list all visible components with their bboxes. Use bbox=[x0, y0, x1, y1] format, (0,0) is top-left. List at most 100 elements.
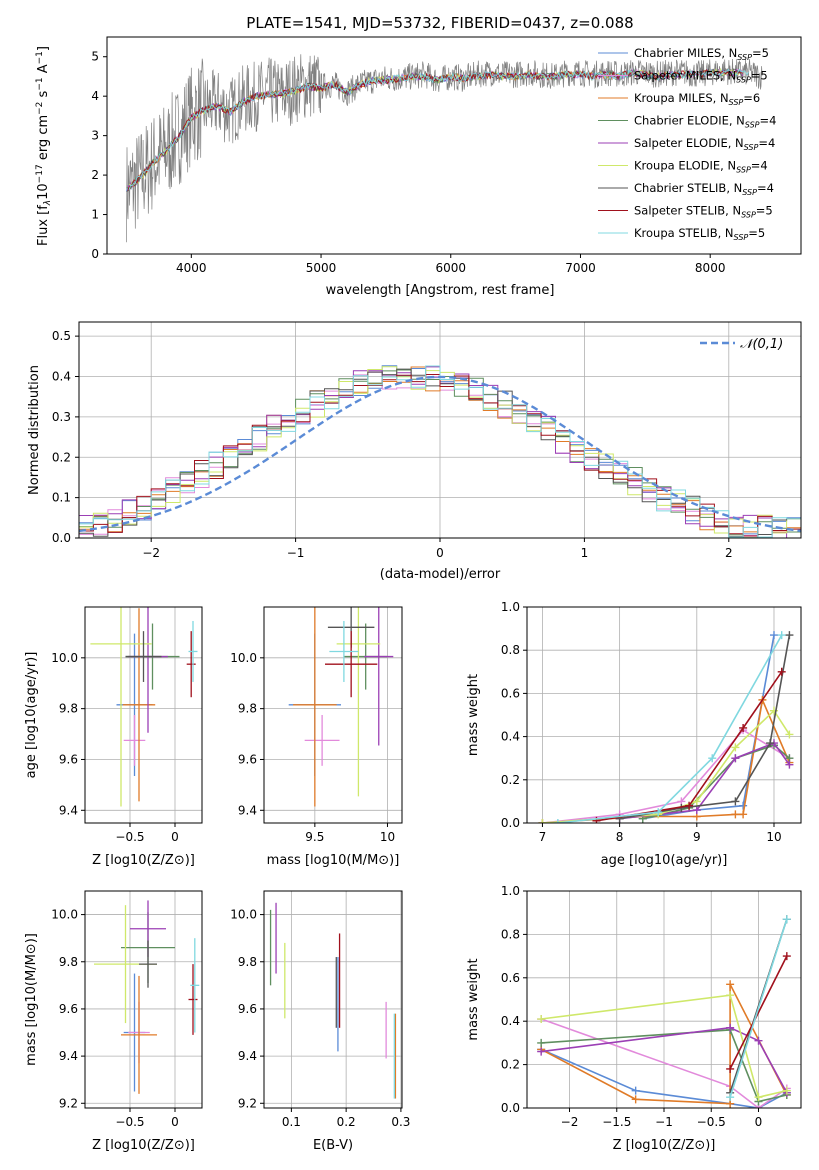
weight-marker bbox=[726, 1064, 735, 1073]
xtick-label: 10 bbox=[766, 830, 781, 844]
spectrum-ytick-label: 3 bbox=[91, 129, 99, 143]
xtick-label: 9 bbox=[693, 830, 701, 844]
xtick-label: −2 bbox=[561, 1115, 579, 1129]
ytick-label: 10.0 bbox=[51, 908, 78, 922]
residual-xtick-label: −2 bbox=[142, 546, 160, 560]
residual-xtick-label: −1 bbox=[287, 546, 305, 560]
weight-marker bbox=[754, 1036, 763, 1045]
weight-marker bbox=[731, 810, 740, 819]
spectrum-frame bbox=[106, 36, 802, 255]
weight-line bbox=[541, 1029, 787, 1103]
panel-frame bbox=[526, 890, 802, 1109]
xtick-label: −0.5 bbox=[115, 1115, 144, 1129]
small-panels: −0.5 0 9.4 9.6 9.8 10.0 Z [log10(Z/Z⊙)] age [lo… bbox=[24, 600, 802, 1153]
ytick-label: 9.8 bbox=[238, 702, 257, 716]
weight-marker bbox=[731, 743, 740, 752]
weight-marker bbox=[754, 1093, 763, 1102]
ytick-label: 9.6 bbox=[59, 1002, 78, 1016]
residual-ytick-label: 0.3 bbox=[52, 410, 71, 424]
weight-marker bbox=[537, 1047, 546, 1056]
xtick-label: 9.5 bbox=[305, 830, 324, 844]
weight-marker bbox=[731, 797, 740, 806]
residual-ytick-label: 0.4 bbox=[52, 370, 71, 384]
weight-marker bbox=[692, 806, 701, 815]
weight-marker bbox=[731, 754, 740, 763]
ytick-label: 0.4 bbox=[501, 1014, 520, 1028]
ylabel-flux: Flux [f bbox=[36, 205, 51, 246]
weight-marker bbox=[553, 819, 562, 823]
weight-marker bbox=[782, 1086, 791, 1095]
weight-line bbox=[542, 709, 791, 823]
spectrum-xlabel: wavelength [Angstrom, rest frame] bbox=[326, 283, 555, 298]
panel-ylabel: mass [log10(M/M⊙)] bbox=[24, 933, 39, 1066]
panel-mass-age: 9.5 10 9.4 9.6 9.8 10.0 mass [log10(M/M⊙)] bbox=[230, 606, 403, 868]
plot-area bbox=[269, 902, 397, 1099]
xtick-label: −0.5 bbox=[115, 830, 144, 844]
panel-frame bbox=[84, 890, 203, 1109]
spectrum-xtick-label: 4000 bbox=[176, 261, 207, 275]
weight-marker bbox=[766, 739, 775, 748]
weight-line bbox=[541, 994, 787, 1099]
weight-marker bbox=[777, 631, 786, 640]
panel-ylabel: mass weight bbox=[466, 958, 481, 1040]
residual-histograms bbox=[79, 365, 801, 539]
weight-marker bbox=[726, 991, 735, 1000]
weight-marker bbox=[538, 819, 547, 823]
model-spectrum-line bbox=[127, 69, 743, 191]
weight-line bbox=[541, 1026, 788, 1094]
weight-line bbox=[729, 918, 788, 1098]
spectrum-xtick-label: 7000 bbox=[565, 261, 596, 275]
panel-frame bbox=[263, 606, 403, 824]
weight-marker bbox=[785, 730, 794, 739]
residual-xtick-label: 1 bbox=[581, 546, 589, 560]
ytick-label: 9.6 bbox=[59, 752, 78, 766]
ytick-label: 0.2 bbox=[501, 773, 520, 787]
weight-marker bbox=[631, 1095, 640, 1104]
ylabel-close: ] bbox=[36, 46, 51, 51]
spectrum-ytick-label: 2 bbox=[91, 168, 99, 182]
residual-xtick-label: 0 bbox=[436, 546, 444, 560]
spectrum-ytick-label: 4 bbox=[91, 89, 99, 103]
observed-spectrum bbox=[126, 54, 763, 243]
residual-ytick-label: 0.1 bbox=[52, 491, 71, 505]
legend-label: Chabrier STELIB, NSSP=4 bbox=[634, 181, 774, 197]
panel-xlabel: E(B-V) bbox=[313, 1138, 353, 1153]
xtick-label: −1 bbox=[655, 1115, 673, 1129]
residual-xtick-label: 2 bbox=[725, 546, 733, 560]
ytick-label: 9.6 bbox=[238, 752, 257, 766]
spectrum-ytick-label: 5 bbox=[91, 50, 99, 64]
legend-label: Chabrier MILES, NSSP=5 bbox=[634, 46, 769, 62]
model-spectra bbox=[126, 67, 749, 192]
legend-label: Salpeter STELIB, NSSP=5 bbox=[634, 204, 773, 220]
xtick-label: −0.5 bbox=[697, 1115, 726, 1129]
weight-marker bbox=[692, 797, 701, 806]
ytick-label: 10.0 bbox=[230, 651, 257, 665]
ylabel-ten: 10 bbox=[36, 183, 51, 200]
ytick-label: 0.8 bbox=[501, 643, 520, 657]
panel-z-weight: −2 −1.5 −1 −0.5 0 0.0 0.2 0.4 0.6 0.8 1.0 Z [log10(… bbox=[466, 884, 802, 1153]
residual-frame bbox=[78, 321, 802, 539]
ytick-label: 0.0 bbox=[501, 1101, 520, 1115]
residual-ytick-label: 0.0 bbox=[52, 531, 71, 545]
ytick-label: 9.4 bbox=[238, 803, 257, 817]
panel-frame bbox=[263, 890, 403, 1109]
weight-marker bbox=[685, 801, 694, 810]
xtick-label: −1.5 bbox=[602, 1115, 631, 1129]
residual-ytick-label: 0.2 bbox=[52, 450, 71, 464]
residual-ylabel: Normed distribution bbox=[27, 365, 42, 495]
spectrum-ytick-label: 0 bbox=[91, 247, 99, 261]
weight-marker bbox=[782, 915, 791, 924]
plot-area bbox=[90, 607, 198, 807]
plot-area bbox=[537, 915, 791, 1108]
ytick-label: 1.0 bbox=[501, 600, 520, 614]
panel-xlabel: mass [log10(M/M⊙)] bbox=[267, 853, 400, 868]
xtick-label: 0.1 bbox=[282, 1115, 301, 1129]
weight-marker bbox=[726, 980, 735, 989]
panel-ebv-mass: 0.1 0.2 0.3 9.2 9.4 9.6 9.8 10.0 E(B-V) bbox=[230, 890, 410, 1153]
ytick-label: 0.2 bbox=[501, 1058, 520, 1072]
ylabel-unit1: erg cm bbox=[36, 115, 51, 164]
ylabel-exp4: −1 bbox=[35, 51, 45, 64]
xtick-label: 7 bbox=[539, 830, 547, 844]
weight-marker bbox=[777, 667, 786, 676]
